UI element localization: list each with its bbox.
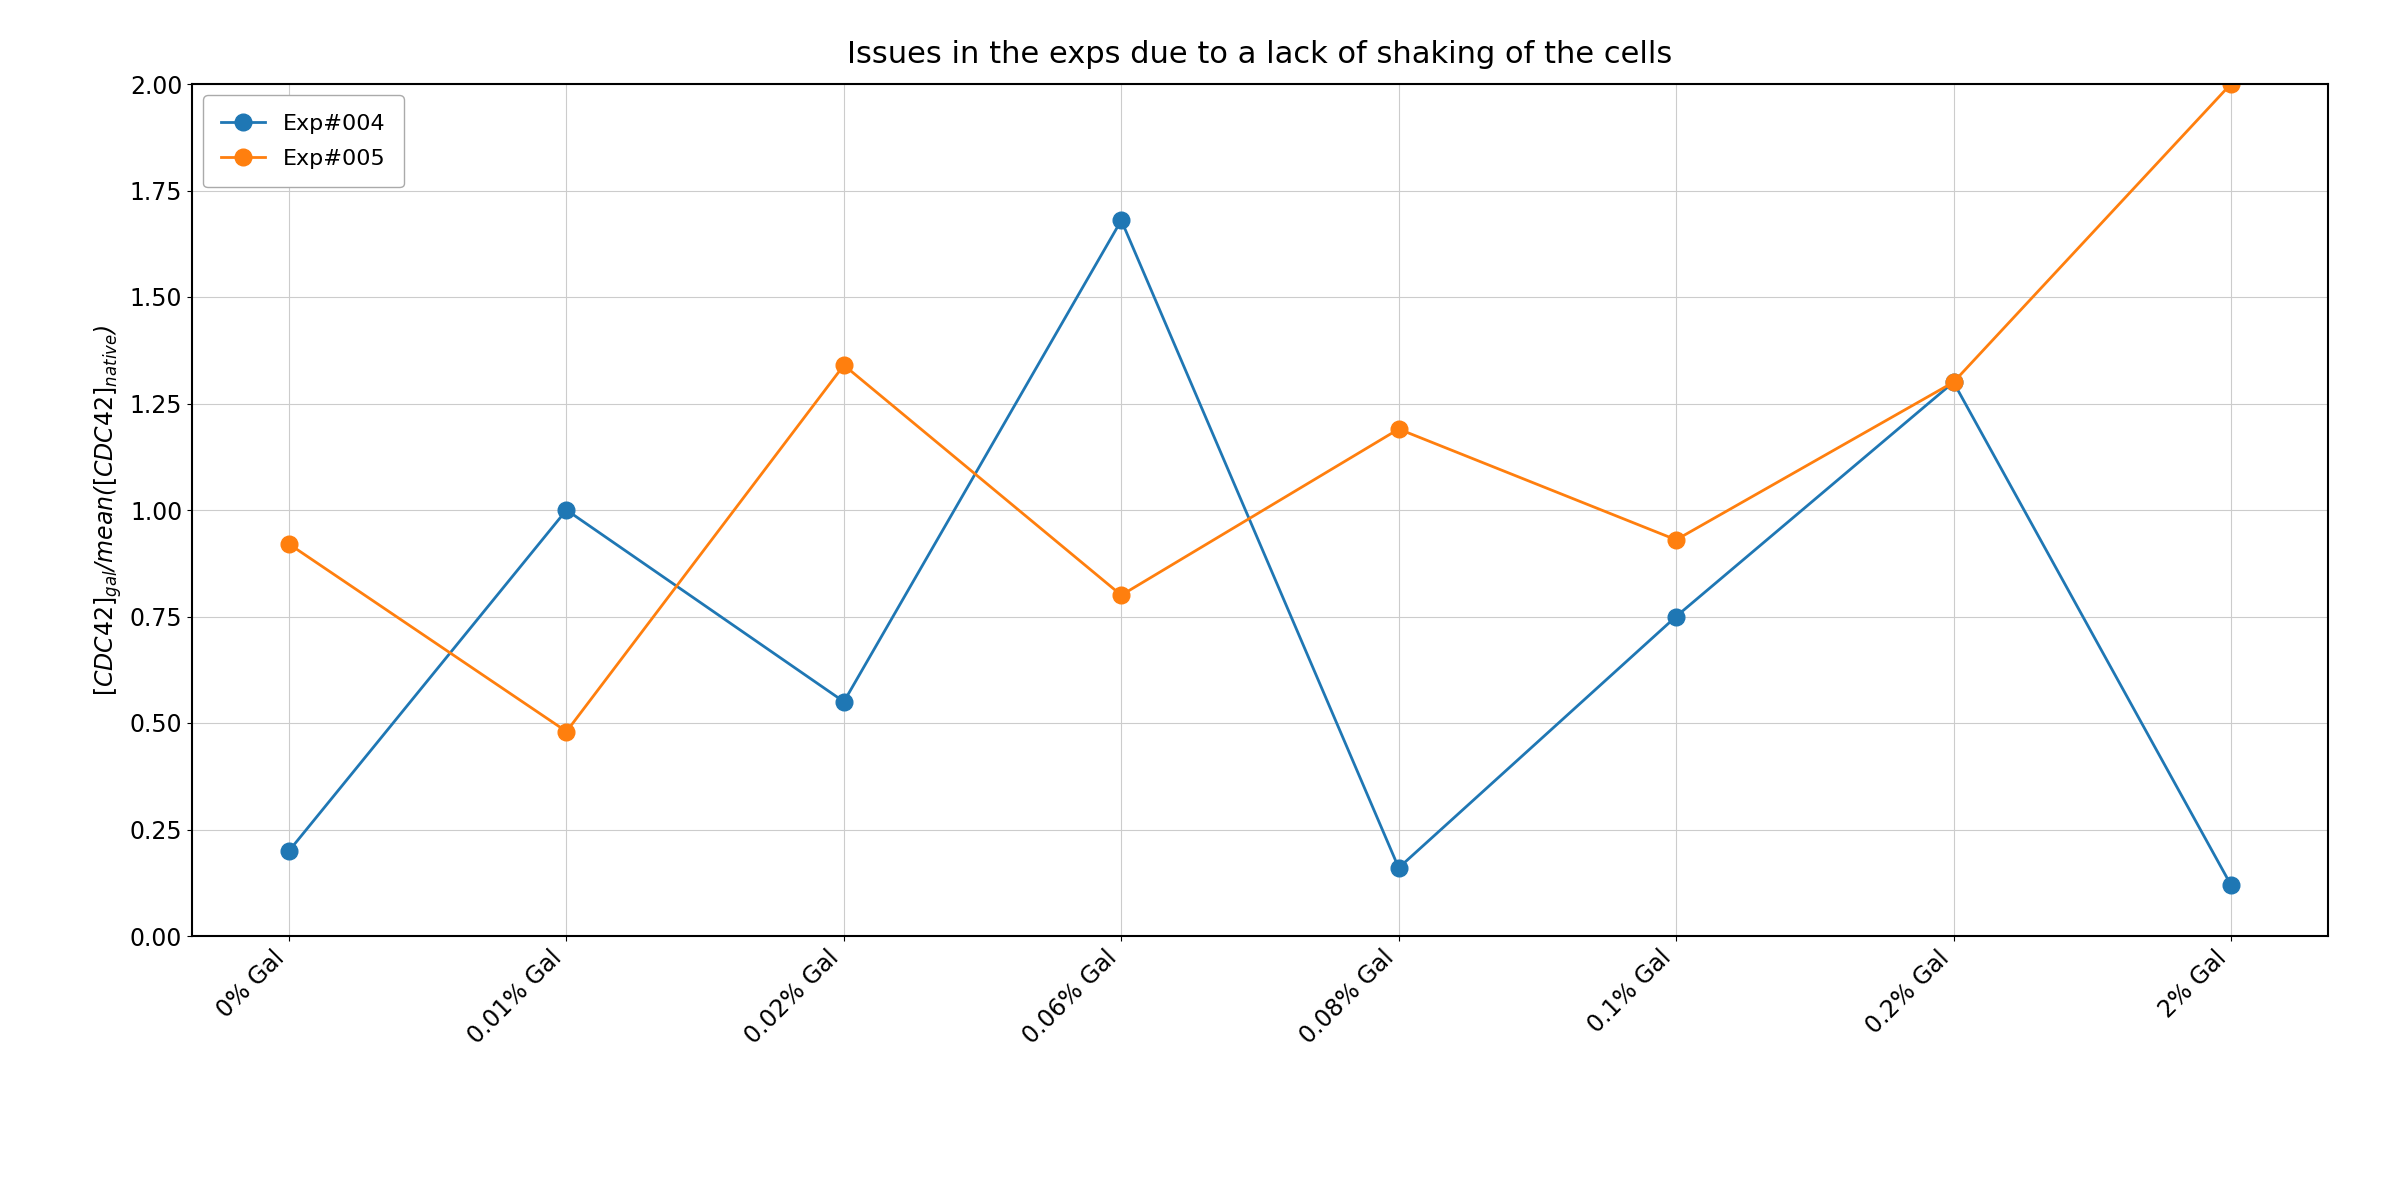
Title: Issues in the exps due to a lack of shaking of the cells: Issues in the exps due to a lack of shak… xyxy=(847,40,1673,70)
Exp#005 xyxy=(830,358,859,372)
Exp#004 xyxy=(1385,860,1414,875)
Y-axis label: $[CDC42]_{gal}$/mean($[CDC42]_{native}$): $[CDC42]_{gal}$/mean($[CDC42]_{native}$) xyxy=(91,324,125,696)
Exp#004 xyxy=(830,695,859,709)
Legend: Exp#004, Exp#005: Exp#004, Exp#005 xyxy=(204,95,403,187)
Exp#004 xyxy=(2218,877,2246,892)
Line: Exp#004: Exp#004 xyxy=(281,212,2239,893)
Exp#004 xyxy=(1661,610,1690,624)
Exp#004 xyxy=(1939,374,1968,389)
Exp#005 xyxy=(1939,374,1968,389)
Exp#005 xyxy=(1661,533,1690,547)
Exp#005 xyxy=(2218,77,2246,91)
Exp#005 xyxy=(1106,588,1135,602)
Exp#005 xyxy=(1385,422,1414,437)
Exp#005 xyxy=(552,725,581,739)
Exp#005 xyxy=(274,536,302,551)
Exp#004 xyxy=(1106,214,1135,228)
Line: Exp#005: Exp#005 xyxy=(281,76,2239,740)
Exp#004 xyxy=(552,503,581,517)
Exp#004 xyxy=(274,844,302,858)
